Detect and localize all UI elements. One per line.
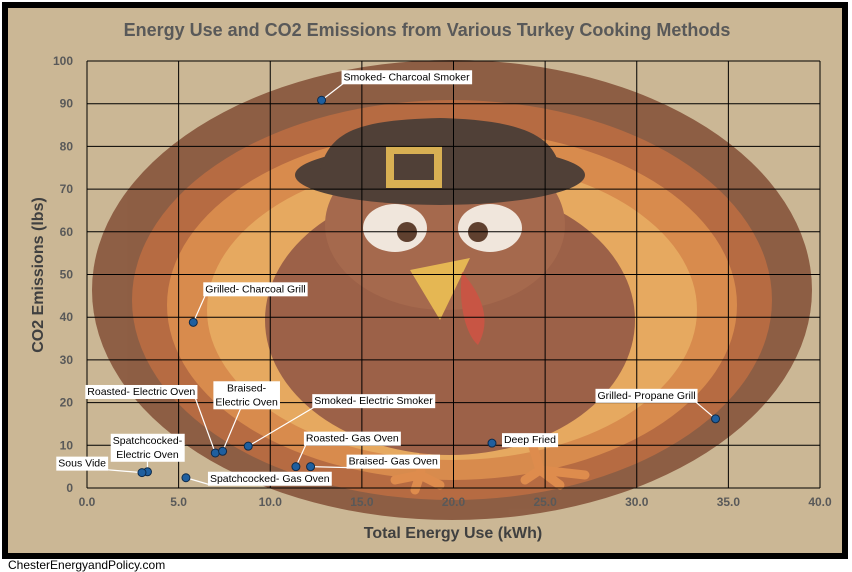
data-label: Braised- Gas Oven — [346, 454, 441, 469]
svg-text:Deep Fried: Deep Fried — [504, 434, 556, 446]
leader-line — [105, 469, 143, 474]
leader-line — [194, 397, 216, 454]
x-tick-label: 5.0 — [170, 495, 187, 509]
source-credit: ChesterEnergyandPolicy.com — [8, 558, 166, 572]
svg-text:Braised- Gas Oven: Braised- Gas Oven — [349, 456, 438, 468]
data-point — [188, 317, 198, 327]
svg-text:Spatchcocked- Gas Oven: Spatchcocked- Gas Oven — [210, 473, 330, 485]
y-tick-label: 30 — [60, 353, 74, 367]
svg-text:Roasted- Gas Oven: Roasted- Gas Oven — [306, 433, 399, 445]
y-axis-ticks: 0 10 20 30 40 50 60 70 80 90 100 — [53, 54, 73, 495]
scatter-chart: 0.0 5.0 10.0 15.0 20.0 25.0 30.0 35.0 40.0 0 10 20… — [30, 20, 832, 542]
y-tick-label: 0 — [66, 481, 73, 495]
y-tick-label: 60 — [60, 225, 74, 239]
data-point — [487, 438, 497, 448]
svg-text:Smoked- Electric Smoker: Smoked- Electric Smoker — [314, 395, 433, 407]
data-point — [137, 468, 147, 478]
y-tick-label: 90 — [60, 97, 74, 111]
data-label: Smoked- Electric Smoker — [312, 394, 436, 409]
svg-text:Sous Vide: Sous Vide — [58, 458, 106, 470]
leader-line — [310, 466, 349, 469]
data-label: Grilled- Charcoal Grill — [203, 282, 308, 297]
svg-text:Grilled- Charcoal Grill: Grilled- Charcoal Grill — [205, 283, 305, 295]
data-point — [291, 462, 301, 472]
data-label: Grilled- Propane Grill — [595, 388, 698, 403]
leader-line — [192, 295, 206, 323]
y-tick-label: 70 — [60, 182, 74, 196]
y-tick-label: 100 — [53, 54, 73, 68]
y-tick-label: 50 — [60, 268, 74, 282]
data-label: Roasted- Electric Oven — [85, 384, 198, 399]
grid-lines — [86, 60, 821, 489]
data-point — [243, 441, 253, 451]
x-tick-label: 15.0 — [350, 495, 374, 509]
x-tick-label: 40.0 — [808, 495, 832, 509]
leader-line — [247, 406, 315, 447]
x-axis-title: Total Energy Use (kWh) — [364, 525, 542, 542]
data-points — [137, 95, 721, 483]
x-tick-label: 20.0 — [442, 495, 466, 509]
y-tick-label: 80 — [60, 139, 74, 153]
data-label: Smoked- Charcoal Smoker — [341, 70, 473, 85]
data-point — [181, 473, 191, 483]
svg-text:Braised-: Braised- — [227, 382, 267, 394]
chart-title: Energy Use and CO2 Emissions from Variou… — [124, 20, 731, 40]
svg-text:Spatchcocked-: Spatchcocked- — [113, 435, 183, 447]
y-tick-label: 40 — [60, 310, 74, 324]
y-tick-label: 20 — [60, 396, 74, 410]
y-axis-title: CO2 Emissions (lbs) — [30, 197, 47, 353]
data-point — [218, 446, 228, 456]
leader-line — [321, 82, 344, 101]
data-label: Spatchcocked- Gas Oven — [207, 471, 332, 486]
x-tick-label: 0.0 — [79, 495, 96, 509]
x-tick-label: 10.0 — [259, 495, 283, 509]
data-point — [711, 414, 721, 424]
svg-text:Smoked- Charcoal Smoker: Smoked- Charcoal Smoker — [344, 71, 471, 83]
data-labels: Smoked- Charcoal Smoker Grilled- Charcoal… — [56, 70, 698, 486]
y-tick-label: 10 — [60, 438, 74, 452]
data-point — [210, 448, 220, 458]
svg-text:Electric Oven: Electric Oven — [116, 449, 179, 461]
data-point — [317, 95, 327, 105]
data-label: Braised- Electric Oven — [213, 381, 280, 410]
x-tick-label: 25.0 — [533, 495, 557, 509]
turkey-illustration — [92, 60, 812, 520]
data-label: Deep Fried — [501, 433, 559, 448]
data-label: Sous Vide — [56, 456, 109, 471]
x-axis-ticks: 0.0 5.0 10.0 15.0 20.0 25.0 30.0 35.0 40.0 — [79, 495, 832, 509]
x-tick-label: 30.0 — [625, 495, 649, 509]
svg-text:Electric Oven: Electric Oven — [215, 396, 278, 408]
svg-text:Roasted- Electric Oven: Roasted- Electric Oven — [87, 386, 195, 398]
x-tick-label: 35.0 — [717, 495, 741, 509]
data-label: Spatchcocked- Electric Oven — [110, 433, 185, 462]
data-point — [306, 462, 316, 472]
data-label: Roasted- Gas Oven — [303, 431, 401, 446]
svg-text:Grilled- Propane Grill: Grilled- Propane Grill — [598, 390, 696, 402]
